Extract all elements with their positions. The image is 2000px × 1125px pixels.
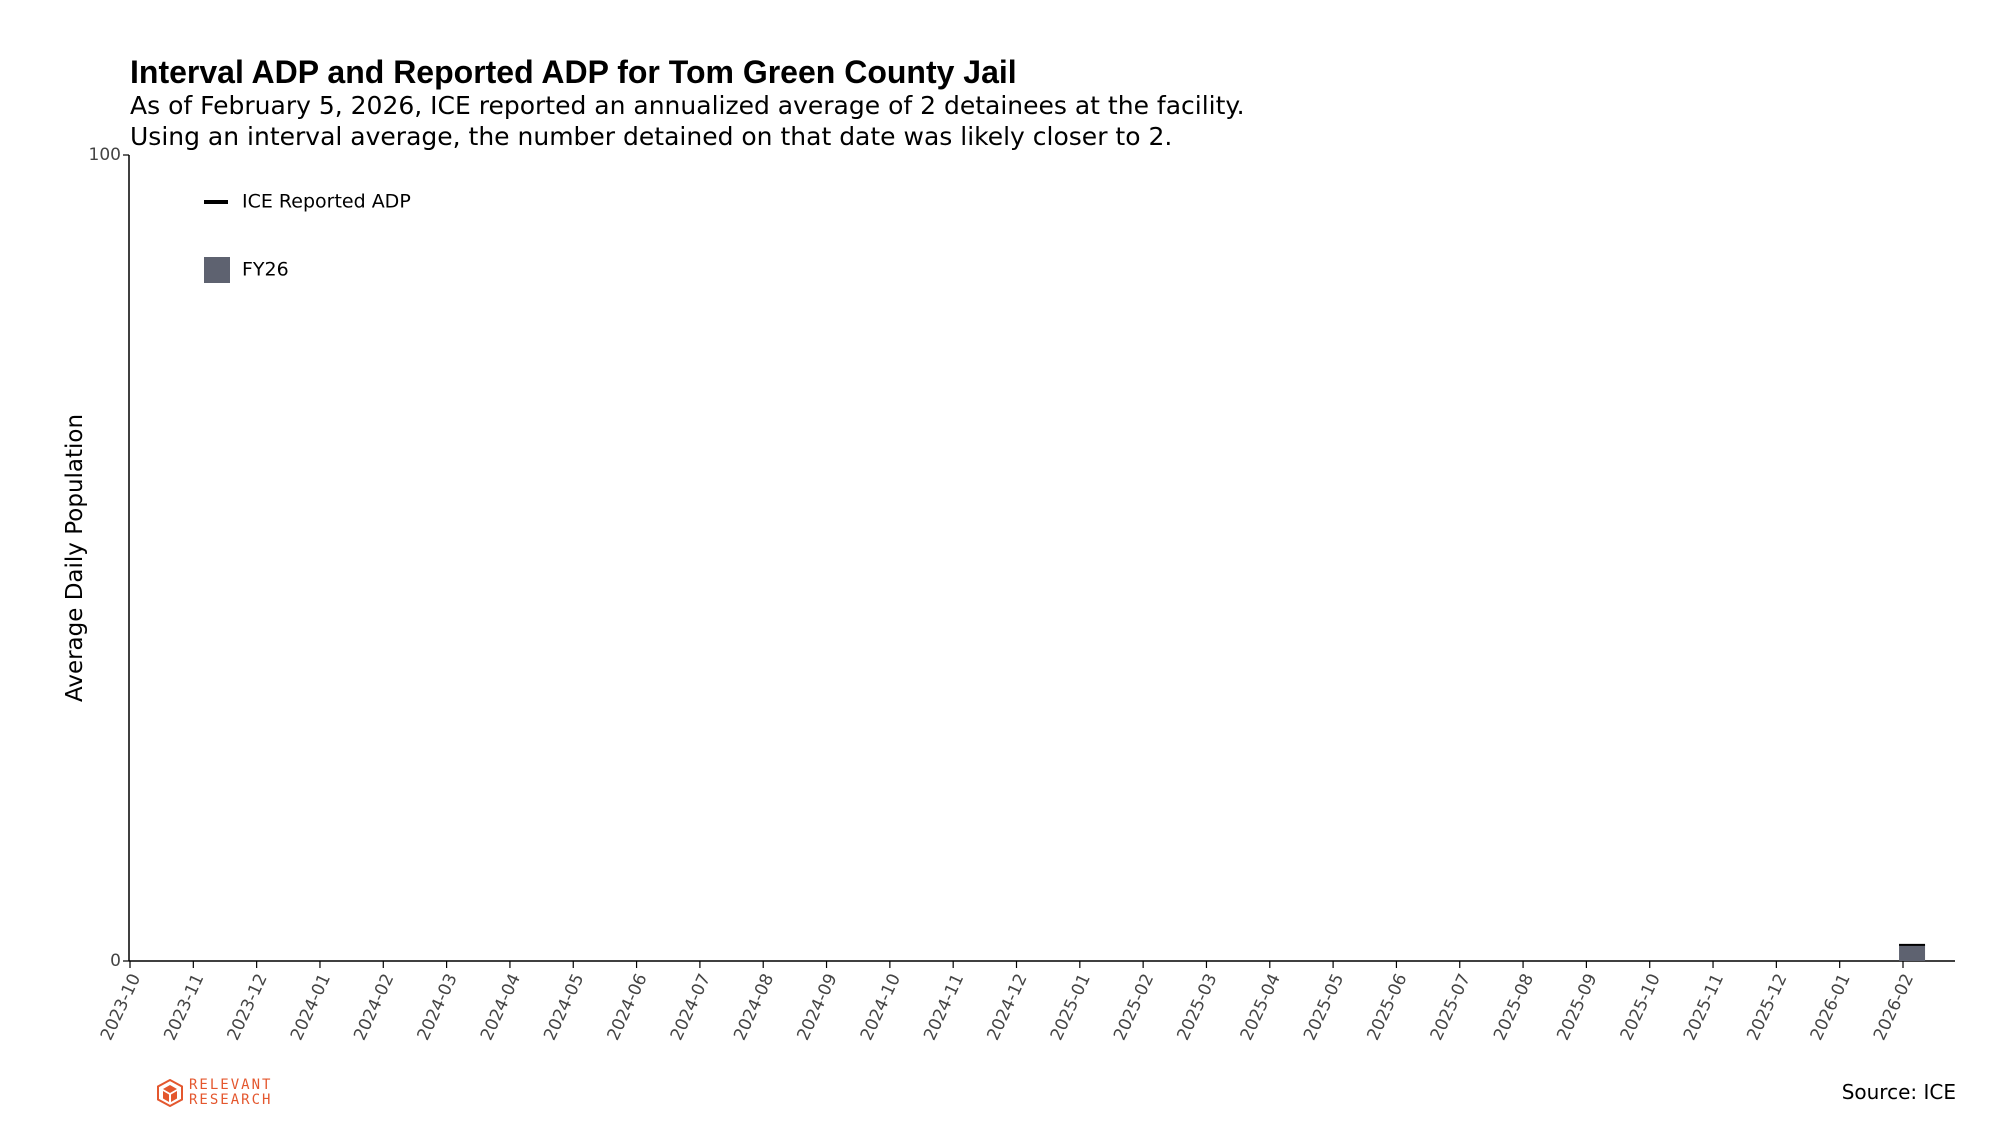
chart-subtitle-line2: Using an interval average, the number de… — [130, 122, 1173, 151]
x-tick-label: 2024-07 — [667, 971, 715, 1044]
y-axis-label: Average Daily Population — [62, 414, 88, 702]
x-tick-label: 2025-01 — [1047, 971, 1095, 1044]
x-tick-label: 2025-07 — [1427, 971, 1475, 1044]
x-tick-label: 2023-11 — [160, 971, 208, 1044]
x-tick-label: 2025-02 — [1110, 971, 1158, 1044]
x-tick-label: 2024-02 — [350, 971, 398, 1044]
x-tick-label: 2024-09 — [793, 971, 841, 1044]
chart-subtitle-line1: As of February 5, 2026, ICE reported an … — [130, 91, 1245, 120]
x-tick-label: 2025-11 — [1680, 971, 1728, 1044]
x-tick-label: 2024-01 — [287, 971, 335, 1044]
x-tick-label: 2024-04 — [477, 971, 525, 1044]
x-tick-label: 2026-02 — [1870, 971, 1918, 1044]
x-tick-label: 2025-03 — [1173, 971, 1221, 1044]
x-tick-label: 2023-12 — [224, 971, 272, 1044]
x-tick-label: 2025-05 — [1300, 971, 1348, 1044]
logo-text-line2: RESEARCH — [189, 1092, 273, 1108]
x-tick-label: 2026-01 — [1807, 971, 1855, 1044]
x-tick-label: 2024-10 — [857, 971, 905, 1044]
x-tick-label: 2024-11 — [920, 971, 968, 1044]
chart-title: Interval ADP and Reported ADP for Tom Gr… — [130, 54, 1017, 90]
logo-cube-icon — [157, 1079, 183, 1107]
x-tick-label: 2025-04 — [1237, 971, 1285, 1044]
x-tick-label: 2024-06 — [603, 971, 651, 1044]
x-tick-label: 2024-03 — [414, 971, 462, 1044]
x-tick-label: 2025-09 — [1553, 971, 1601, 1044]
fy26-bar — [1899, 944, 1926, 961]
x-tick-label: 2025-10 — [1617, 971, 1665, 1044]
logo-text-line1: RELEVANT — [189, 1077, 273, 1093]
x-tick-label: 2025-08 — [1490, 971, 1538, 1044]
x-tick-label: 2024-12 — [983, 971, 1031, 1044]
y-tick-label: 0 — [110, 951, 121, 971]
x-tick-label: 2024-08 — [730, 971, 778, 1044]
legend-patch-swatch — [204, 257, 230, 283]
x-tick-label: 2025-12 — [1743, 971, 1791, 1044]
relevant-research-logo: RELEVANT RESEARCH — [157, 1078, 272, 1108]
x-tick-label: 2025-06 — [1363, 971, 1411, 1044]
legend-label: FY26 — [242, 259, 289, 281]
source-note: Source: ICE — [1841, 1080, 1956, 1104]
legend-label: ICE Reported ADP — [242, 191, 411, 213]
y-tick-label: 100 — [89, 145, 121, 165]
x-tick-label: 2023-10 — [97, 971, 145, 1044]
x-tick-label: 2024-05 — [540, 971, 588, 1044]
